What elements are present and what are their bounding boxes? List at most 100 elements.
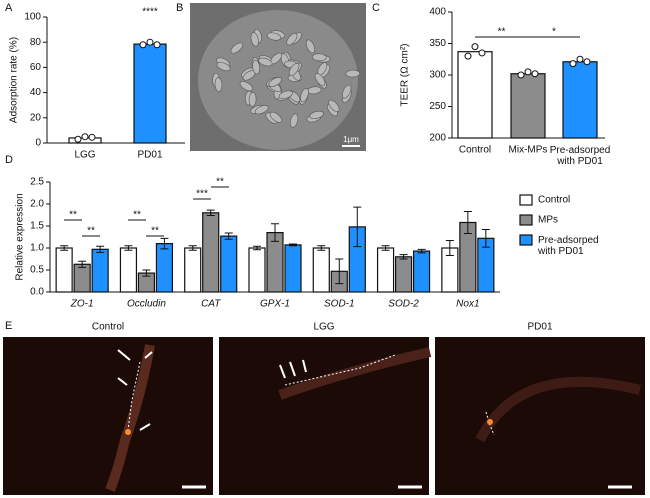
data-point [139, 41, 147, 49]
error-bar [78, 260, 87, 268]
y-tick-label: 60 [30, 62, 42, 73]
fluorescence [487, 419, 493, 425]
data-point [583, 58, 591, 66]
panel-label: D [5, 154, 13, 166]
bacterium [314, 73, 326, 86]
bacterium [311, 53, 327, 62]
error-bar [253, 245, 261, 251]
y-tick-label: 250 [429, 101, 446, 112]
legend-swatch [519, 234, 533, 246]
y-tick-label: 300 [429, 70, 446, 81]
significance-label: ** [133, 210, 141, 221]
error-bar [445, 240, 454, 256]
worm [105, 344, 155, 492]
bacterium [248, 92, 257, 107]
error-bar [381, 245, 390, 251]
data-point [531, 70, 539, 78]
bar [55, 247, 73, 293]
y-tick-label: 80 [30, 37, 42, 48]
significance-label: ** [498, 27, 506, 38]
error-bar [271, 223, 279, 242]
significance-label: **** [142, 7, 158, 18]
bacterium [214, 77, 223, 92]
error-bar [142, 269, 151, 277]
x-tick-label: SOD-1 [324, 299, 355, 310]
image-title: Control [92, 322, 124, 333]
fluorescence [125, 429, 131, 435]
legend-label: Control [538, 195, 570, 206]
bar [394, 256, 413, 293]
gut-outline [127, 361, 141, 431]
data-point [478, 49, 486, 57]
bar [119, 247, 138, 293]
bacterium [286, 33, 298, 46]
bar [184, 247, 202, 293]
bar [248, 247, 266, 293]
legend-label: MPs [538, 215, 558, 226]
x-tick-label: Occludin [127, 299, 166, 310]
error-bar [188, 245, 197, 251]
panel-label: A [5, 2, 13, 14]
bacterium [258, 57, 273, 67]
y-tick-label: 0.0 [30, 287, 44, 298]
data-point [517, 71, 525, 79]
y-tick-label: 400 [429, 7, 446, 18]
bar [133, 43, 167, 144]
y-tick-label: 0 [35, 138, 41, 149]
bar [220, 235, 238, 293]
error-bar [399, 254, 408, 260]
data-point [464, 52, 472, 60]
bar [202, 212, 220, 293]
x-tick-label: Pre-adsorped with PD01 [550, 145, 611, 167]
significance-label: * [552, 27, 556, 38]
data-point [576, 55, 584, 63]
x-tick-label: CAT [201, 299, 221, 310]
error-bar [317, 245, 326, 251]
bar [457, 51, 493, 139]
y-tick-label: 1.5 [30, 221, 44, 232]
y-tick-label: 2.0 [30, 199, 44, 210]
bacterium [278, 90, 293, 100]
significance-label: ** [151, 226, 159, 237]
bacterium [328, 99, 340, 112]
bar [376, 247, 395, 293]
panel-label: B [176, 2, 183, 14]
bacterium [309, 110, 324, 120]
error-bar [124, 245, 133, 251]
significance-label: ** [87, 226, 95, 237]
bacterium [268, 77, 282, 87]
error-bar [463, 210, 472, 234]
error-bar [224, 232, 233, 240]
x-tick-label: PD01 [137, 150, 162, 161]
error-bar [206, 209, 215, 216]
y-tick-label: 20 [30, 112, 42, 123]
arrows [117, 349, 307, 431]
bacterium [216, 62, 231, 72]
y-tick-label: 350 [429, 38, 446, 49]
data-point [88, 133, 96, 141]
bacterium [288, 63, 300, 76]
y-tick-label: 40 [30, 87, 42, 98]
y-tick-label: 200 [429, 133, 446, 144]
x-tick-label: ZO-1 [70, 299, 94, 310]
x-tick-label: Nox1 [456, 299, 479, 310]
bacterium [239, 81, 253, 92]
bacterium [345, 69, 361, 78]
bacterium [289, 113, 299, 128]
y-axis-label: Relative expression [15, 193, 26, 280]
error-bar [481, 229, 490, 248]
bacterium [300, 88, 309, 103]
bacterium [230, 42, 243, 54]
y-tick-label: 2.5 [30, 177, 44, 188]
fluorescence-image [435, 337, 645, 495]
sem-image: 1μm [190, 3, 366, 151]
bar [412, 250, 431, 293]
error-bar [60, 245, 69, 251]
error-bar [96, 245, 105, 253]
bacterium [305, 39, 315, 54]
gut-outline [284, 354, 396, 386]
bar [73, 263, 91, 293]
significance-label: ** [216, 177, 224, 188]
data-point [153, 41, 161, 49]
legend-swatch [519, 214, 533, 226]
